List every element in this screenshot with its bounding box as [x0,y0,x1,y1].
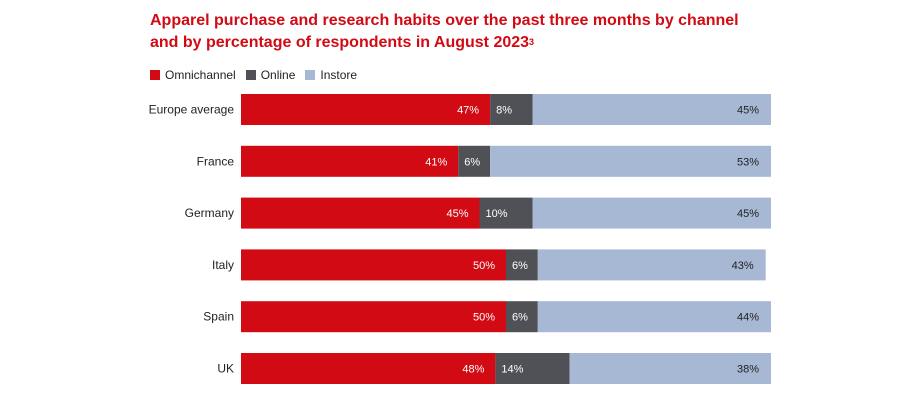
legend-label-online: Online [260,68,296,82]
footnote-marker: 3 [529,37,535,47]
bar-omnichannel-france [241,145,459,177]
bar-omnichannel-italy [241,249,506,281]
data-label-omnichannel-uk: 48% [462,364,484,376]
data-label-online-france: 6% [464,156,480,168]
bar-online-europe-average [490,94,533,125]
chart-legend: Omnichannel Online Instore [150,68,367,82]
bar-omnichannel-spain [241,301,506,333]
bar-online-germany [479,197,533,229]
data-label-online-italy: 6% [512,260,528,272]
data-label-omnichannel-france: 41% [425,156,447,168]
data-label-omnichannel-italy: 50% [473,260,495,272]
data-label-instore-france: 53% [737,156,759,168]
data-label-omnichannel-europe-average: 47% [457,105,479,117]
data-label-online-uk: 14% [501,364,523,376]
legend-item-online: Online [245,68,296,82]
bar-instore-germany [532,197,771,229]
bar-online-uk [495,353,570,384]
data-label-instore-italy: 43% [732,260,754,272]
bar-omnichannel-germany [241,197,480,229]
bar-instore-spain [537,301,771,333]
data-label-omnichannel-spain: 50% [473,312,495,324]
data-label-instore-germany: 45% [737,208,759,220]
legend-item-omnichannel: Omnichannel [150,68,236,82]
data-label-instore-europe-average: 45% [737,105,759,117]
chart-title-line-2: and by percentage of respondents in Augu… [150,32,850,54]
bar-omnichannel-uk [241,353,496,384]
bar-online-france [458,145,491,177]
bar-instore-uk [569,353,771,384]
data-label-instore-uk: 38% [737,364,759,376]
bar-online-spain [506,301,538,333]
category-label-europe-average: Europe average [149,103,235,117]
category-label-france: France [197,154,235,168]
category-label-italy: Italy [212,258,234,272]
chart-title: Apparel purchase and research habits ove… [150,10,850,54]
bar-omnichannel-europe-average [241,94,491,125]
bar-online-italy [506,249,538,281]
data-label-omnichannel-germany: 45% [446,208,468,220]
category-label-uk: UK [217,362,234,376]
legend-swatch-online [245,70,256,80]
category-label-spain: Spain [203,310,234,324]
legend-item-instore: Instore [305,68,357,82]
legend-label-instore: Instore [320,68,358,82]
data-label-online-spain: 6% [512,312,528,324]
bar-instore-italy [537,249,766,281]
legend-swatch-instore [305,70,316,80]
data-label-online-germany: 10% [486,208,508,220]
legend-swatch-omnichannel [150,70,160,80]
data-label-online-europe-average: 8% [496,105,512,117]
category-label-germany: Germany [185,206,234,220]
data-label-instore-spain: 44% [737,312,759,324]
bar-instore-france [490,145,771,177]
bar-instore-europe-average [532,94,771,125]
chart-title-line-1: Apparel purchase and research habits ove… [150,12,739,29]
legend-label-omnichannel: Omnichannel [165,68,236,82]
chart-title-line-2-text: and by percentage of respondents in Augu… [150,34,530,51]
